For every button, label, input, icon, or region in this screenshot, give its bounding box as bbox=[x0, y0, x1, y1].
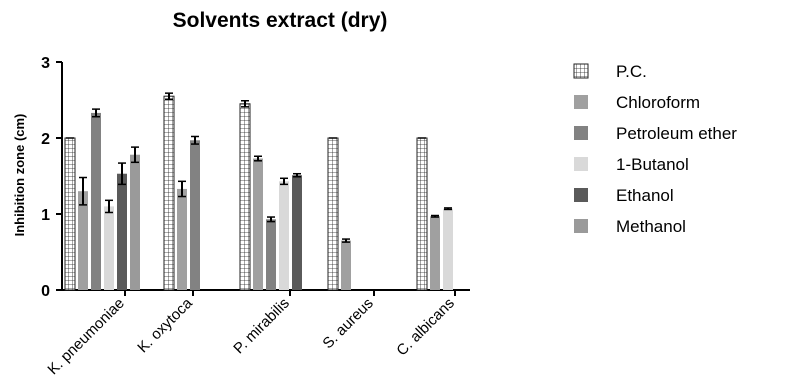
y-axis-title: Inhibition zone (cm) bbox=[12, 114, 27, 237]
bar-1-butanol-2 bbox=[279, 181, 289, 290]
legend-label: Petroleum ether bbox=[616, 124, 737, 143]
bar-chloroform-0 bbox=[78, 191, 88, 290]
bar-chloroform-1 bbox=[177, 188, 187, 290]
bar-p-c--3 bbox=[327, 137, 339, 291]
bars bbox=[64, 95, 453, 291]
bar-p-c--1 bbox=[163, 95, 175, 291]
legend-label: P.C. bbox=[616, 62, 647, 81]
x-category-label: S. aureus bbox=[319, 295, 376, 352]
bar-p-c--4 bbox=[416, 137, 428, 291]
x-category-label: P. mirabilis bbox=[230, 295, 293, 358]
legend: P.C. Chloroform Petroleum ether 1-Butanol Et… bbox=[573, 62, 737, 236]
error-bars bbox=[66, 92, 452, 243]
legend-swatch bbox=[574, 219, 588, 233]
legend-swatch bbox=[574, 126, 588, 140]
legend-label: Methanol bbox=[616, 217, 686, 236]
legend-swatch bbox=[574, 157, 588, 171]
x-category-label: C. albicans bbox=[393, 295, 457, 359]
legend-label: Ethanol bbox=[616, 186, 674, 205]
bar-chloroform-2 bbox=[253, 158, 263, 290]
y-tick-label: 2 bbox=[41, 131, 50, 148]
bar-petroleum-ether-0 bbox=[91, 112, 101, 290]
legend-label: 1-Butanol bbox=[616, 155, 689, 174]
legend-swatch bbox=[574, 95, 588, 109]
chart-title: Solvents extract (dry) bbox=[173, 9, 388, 32]
bar-petroleum-ether-2 bbox=[266, 219, 276, 290]
x-category-label: K. oxytoca bbox=[134, 294, 196, 356]
y-tick-label: 1 bbox=[41, 207, 50, 224]
bar-ethanol-2 bbox=[292, 175, 302, 290]
x-category-label: K. pneumoniae bbox=[44, 295, 127, 378]
legend-label: Chloroform bbox=[616, 93, 700, 112]
y-tick-label: 0 bbox=[41, 283, 50, 300]
y-tick-label: 3 bbox=[41, 55, 50, 72]
legend-swatch bbox=[574, 188, 588, 202]
bar-p-c--0 bbox=[64, 137, 76, 291]
bar-p-c--2 bbox=[239, 103, 251, 291]
bar-petroleum-ether-1 bbox=[190, 140, 200, 290]
bar-chloroform-3 bbox=[341, 240, 351, 290]
bar-1-butanol-0 bbox=[104, 206, 114, 290]
legend-swatch bbox=[573, 63, 589, 79]
bar-ethanol-0 bbox=[117, 173, 127, 290]
bar-methanol-0 bbox=[130, 154, 140, 290]
bar-1-butanol-4 bbox=[443, 208, 453, 290]
bar-chloroform-4 bbox=[430, 216, 440, 290]
